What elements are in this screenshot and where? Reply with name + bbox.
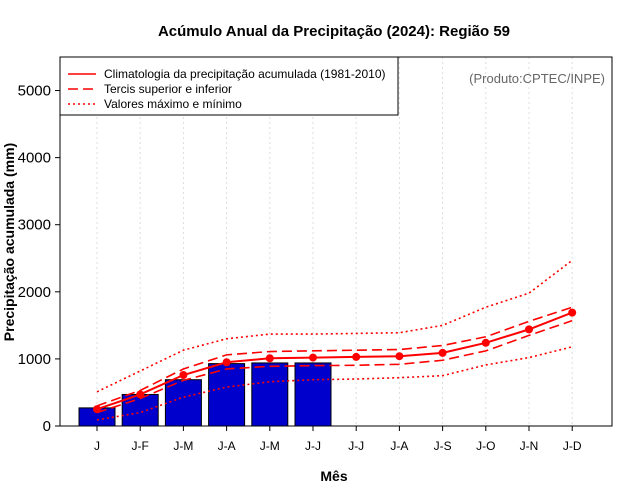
climatology-point — [179, 371, 188, 380]
grid — [96, 57, 573, 426]
x-tick-label: J-A — [218, 439, 236, 453]
climatology-point — [309, 353, 317, 362]
climatology-point — [395, 352, 404, 361]
x-tick-label: J-D — [563, 439, 582, 453]
series-tercil-superior — [96, 306, 573, 407]
legend: Climatologia da precipitação acumulada (… — [59, 56, 399, 116]
climatology-point — [136, 390, 145, 399]
y-tick-label: 3000 — [18, 217, 51, 234]
x-tick-label: J-S — [434, 439, 452, 453]
legend-label: Climatologia da precipitação acumulada (… — [104, 67, 386, 81]
climatology-point — [481, 338, 490, 347]
product-credit: (Produto:CPTEC/INPE) — [469, 71, 605, 86]
y-axis-title: Precipitação acumulada (mm) — [1, 143, 17, 341]
climatology-point — [265, 354, 274, 363]
bars — [78, 362, 332, 427]
climatology-point — [568, 308, 577, 317]
x-tick-label: J-J — [305, 439, 321, 453]
x-tick-label: J-F — [132, 439, 149, 453]
legend-label: Valores máximo e mínimo — [104, 97, 242, 111]
climatology-point — [352, 352, 361, 361]
series-valor-m-ximo — [96, 259, 573, 393]
climatology-point — [222, 358, 231, 367]
series-climatologia-da-precipita-o-acumulada-1981-2010- — [96, 311, 573, 411]
legend-box — [59, 56, 399, 116]
axes: 0 1000 2000 3000 4000 5000 J J-F J-M J-A J-M J-J J-J… — [18, 83, 582, 453]
y-tick-label: 2000 — [18, 284, 51, 301]
x-tick-label: J-N — [520, 439, 539, 453]
legend-label: Tercis superior e inferior — [104, 82, 232, 96]
bar-J-M — [251, 362, 289, 427]
x-tick-label: J-O — [476, 439, 495, 453]
chart-title: Acúmulo Anual da Precipitação (2024): Re… — [158, 23, 510, 40]
x-tick-label: J-A — [390, 439, 408, 453]
y-tick-label: 4000 — [18, 150, 51, 167]
climatology-point — [93, 405, 101, 414]
y-tick-label: 1000 — [18, 351, 51, 368]
bar-J-A — [208, 363, 246, 427]
x-tick-label: J-J — [348, 439, 364, 453]
bar-J-J — [294, 362, 332, 427]
x-tick-label: J-M — [260, 439, 280, 453]
lines — [93, 259, 577, 421]
y-tick-label: 5000 — [18, 83, 51, 100]
climatology-point — [525, 325, 533, 334]
x-tick-label: J — [94, 439, 100, 453]
bar-J-M — [164, 379, 202, 427]
y-tick-label: 0 — [43, 418, 51, 435]
x-tick-label: J-M — [173, 439, 193, 453]
series-tercil-inferior — [96, 319, 573, 414]
climatology-point — [438, 348, 447, 357]
x-axis-title: Mês — [320, 468, 347, 484]
